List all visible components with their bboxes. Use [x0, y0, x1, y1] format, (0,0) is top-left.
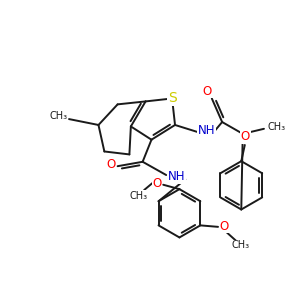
Text: O: O: [241, 130, 250, 143]
Text: CH₃: CH₃: [232, 240, 250, 250]
Text: NH: NH: [198, 124, 216, 137]
Text: O: O: [220, 220, 229, 233]
Text: CH₃: CH₃: [129, 191, 147, 201]
Text: S: S: [168, 92, 176, 106]
Text: CH₃: CH₃: [50, 111, 68, 121]
Text: CH₃: CH₃: [267, 122, 285, 132]
Text: O: O: [203, 85, 212, 98]
Text: O: O: [106, 158, 116, 171]
Text: O: O: [152, 177, 161, 190]
Text: NH: NH: [168, 170, 185, 183]
